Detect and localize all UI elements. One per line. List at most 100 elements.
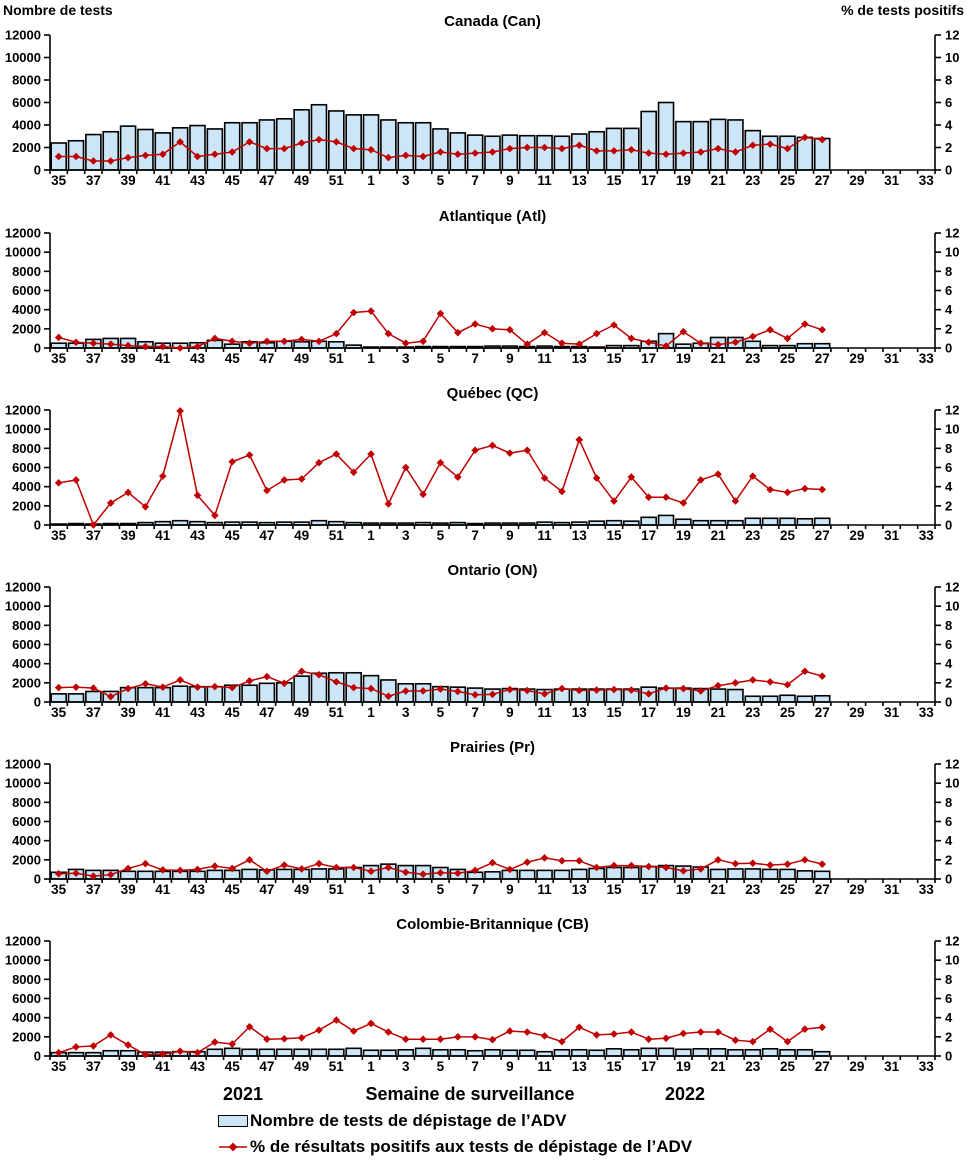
pct-marker [558, 144, 566, 153]
pct-marker [644, 338, 653, 347]
pct-marker [89, 157, 98, 165]
week-label: 25 [780, 351, 796, 366]
week-label: 15 [606, 528, 622, 543]
pct-marker [297, 475, 306, 483]
panel-title: Colombie-Britannique (CB) [396, 916, 589, 933]
week-label: 17 [641, 528, 656, 543]
right-tick-label: 0 [945, 341, 952, 356]
week-label: 45 [225, 528, 241, 543]
pct-marker [263, 1035, 271, 1044]
right-tick-label: 6 [945, 460, 952, 475]
week-label: 1 [367, 705, 375, 720]
pct-marker [575, 686, 584, 695]
year-label-2022: 2022 [664, 1084, 706, 1104]
pct-marker [211, 150, 219, 159]
pct-marker [696, 687, 705, 695]
pct-marker [558, 339, 566, 348]
week-label: 43 [190, 173, 206, 188]
tests-bar [171, 127, 189, 171]
pct-marker [696, 1028, 705, 1036]
pct-marker [106, 1031, 115, 1039]
pct-marker [89, 1042, 98, 1050]
week-label: 9 [506, 351, 514, 366]
week-label: 43 [190, 705, 206, 720]
pct-marker [176, 344, 184, 352]
left-tick-label: 10000 [5, 422, 41, 437]
right-tick-label: 4 [945, 479, 953, 494]
week-label: 35 [51, 1059, 67, 1074]
tests-bar [744, 695, 762, 703]
pct-marker [124, 153, 132, 162]
week-label: 15 [606, 351, 622, 366]
week-label: 29 [849, 1059, 864, 1074]
right-tick-label: 10 [945, 776, 959, 791]
panel-quebec: Québec (QC) 0 2000 4000 6000 8000 10000 12000 0 2… [0, 372, 967, 549]
week-label: 19 [676, 1059, 691, 1074]
pct-marker [193, 1048, 202, 1057]
pct-marker [506, 865, 514, 874]
tests-bar [744, 129, 762, 171]
right-tick-label: 8 [945, 264, 952, 279]
left-tick-label: 2000 [12, 321, 41, 336]
pct-marker [419, 337, 427, 346]
week-label: 7 [471, 882, 479, 897]
week-label: 5 [437, 351, 445, 366]
tests-bar [640, 1047, 657, 1057]
right-tick-label: 2 [945, 852, 952, 867]
week-label: 47 [259, 173, 274, 188]
tests-bars [50, 514, 831, 526]
week-label: 19 [676, 705, 691, 720]
pct-marker [401, 1035, 410, 1044]
tests-bar [414, 1047, 432, 1057]
panel-canada: Canada (Can) 0 2000 4000 6000 8000 10000 12000 0… [0, 0, 967, 195]
week-label: 47 [259, 528, 274, 543]
week-label: 29 [849, 173, 864, 188]
week-label: 43 [190, 1059, 206, 1074]
pct-marker [54, 1048, 63, 1057]
pct-marker [315, 1026, 323, 1034]
tests-bars [50, 1047, 831, 1057]
pct-marker [627, 334, 636, 343]
pct-marker [367, 145, 375, 154]
pct-marker [193, 865, 202, 874]
week-label: 35 [51, 173, 67, 188]
tests-bar [605, 1048, 623, 1057]
pct-marker [471, 320, 479, 328]
tests-bar [397, 1048, 415, 1057]
pct-marker [228, 337, 237, 346]
tests-bar [709, 118, 727, 171]
pct-marker [731, 679, 740, 687]
tests-bar [779, 868, 796, 880]
pct-marker [506, 449, 514, 457]
tests-bar [813, 517, 831, 526]
week-label: 19 [676, 351, 691, 366]
week-label: 25 [780, 1059, 796, 1074]
pct-marker [453, 687, 462, 696]
tests-bar [362, 114, 380, 171]
pct-marker [401, 463, 410, 472]
pct-marker [610, 685, 618, 694]
week-label: 29 [849, 528, 864, 543]
pct-marker [523, 446, 532, 455]
bar-swatch-icon [218, 1115, 248, 1127]
pct-marker [696, 865, 705, 873]
week-label: 7 [471, 528, 479, 543]
week-label: 3 [402, 705, 410, 720]
pct-marker [72, 683, 80, 691]
pct-marker [297, 335, 306, 344]
tests-bar [744, 1048, 762, 1057]
chart-quebec: Québec (QC) 0 2000 4000 6000 8000 10000 12000 0 2… [5, 385, 960, 543]
week-label: 49 [294, 528, 309, 543]
right-tick-label: 6 [945, 95, 952, 110]
week-label: 13 [572, 1059, 588, 1074]
left-tick-label: 12000 [5, 757, 41, 772]
pct-marker [679, 684, 688, 693]
week-label: 11 [537, 705, 552, 720]
pct-marker [419, 1035, 427, 1044]
pct-marker [158, 150, 167, 159]
week-label: 25 [780, 528, 796, 543]
tests-bar [570, 868, 588, 880]
right-tick-label: 0 [945, 1049, 952, 1064]
tests-bar [727, 1048, 744, 1057]
pct-marker [818, 325, 827, 334]
